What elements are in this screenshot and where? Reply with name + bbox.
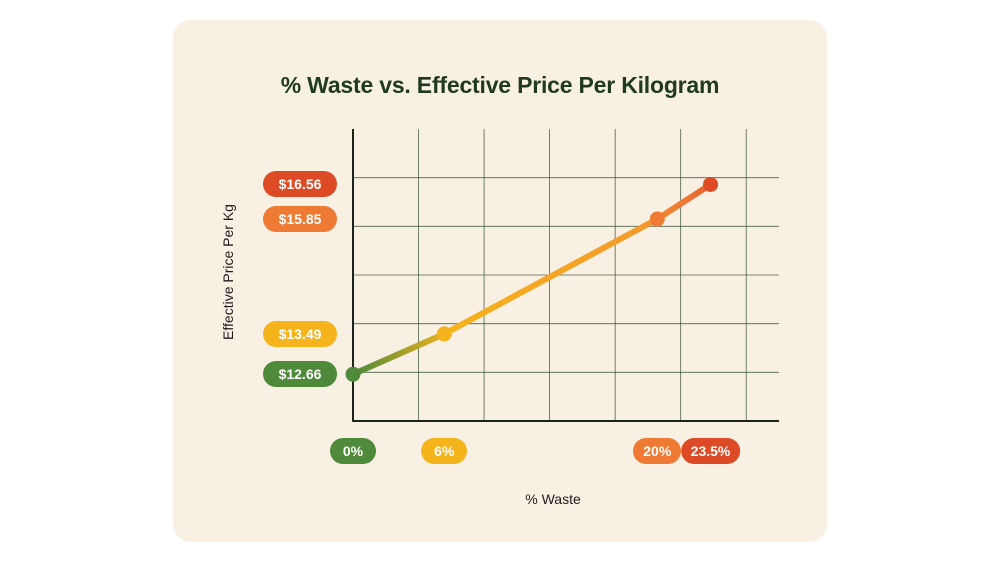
x-value-label: 6% bbox=[421, 438, 468, 464]
data-point bbox=[703, 176, 719, 192]
grid bbox=[353, 129, 779, 421]
x-value-label: 23.5% bbox=[680, 438, 741, 464]
series-line-group bbox=[350, 181, 714, 378]
data-point bbox=[436, 326, 452, 342]
y-value-label: $13.49 bbox=[263, 320, 337, 347]
chart-card: % Waste vs. Effective Price Per Kilogram bbox=[173, 20, 827, 542]
y-value-label: $12.66 bbox=[263, 361, 337, 388]
data-points bbox=[345, 176, 719, 382]
x-axis-label: % Waste bbox=[525, 491, 581, 507]
x-value-label: 20% bbox=[633, 438, 682, 464]
y-value-label: $16.56 bbox=[263, 171, 337, 198]
x-value-label: 0% bbox=[330, 438, 376, 464]
chart-title: % Waste vs. Effective Price Per Kilogram bbox=[280, 72, 720, 98]
series-line bbox=[350, 181, 714, 378]
data-point bbox=[649, 211, 665, 227]
data-point bbox=[345, 366, 361, 382]
y-value-label: $15.85 bbox=[263, 206, 337, 233]
